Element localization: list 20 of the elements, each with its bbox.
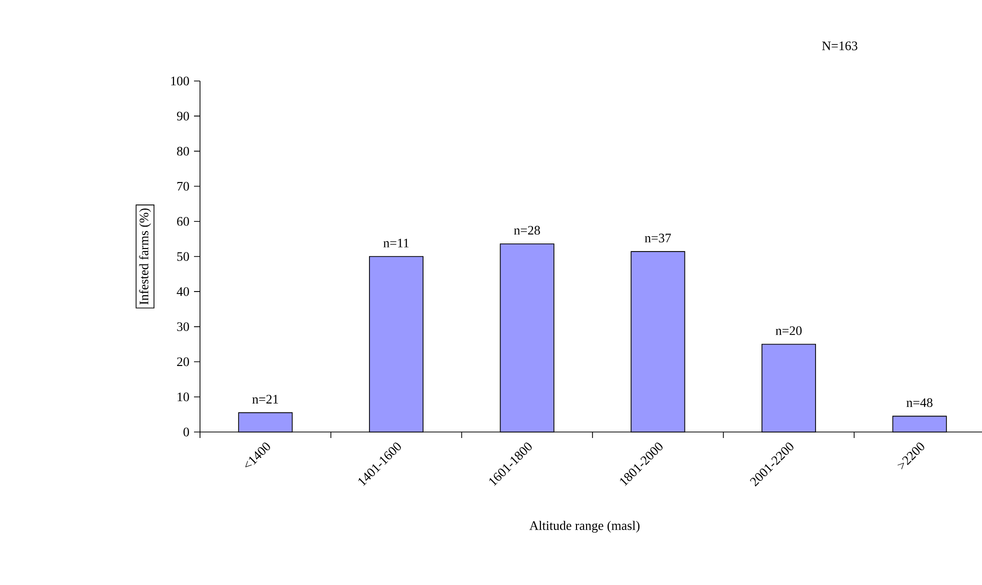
y-tick-label: 0 <box>184 428 189 436</box>
y-tick-label: 90 <box>176 112 189 120</box>
text: N=163 <box>822 42 858 50</box>
annotation: n=28 <box>514 226 540 235</box>
x-axis-title: Altitude range (masl) <box>529 520 640 533</box>
annotation: n=21 <box>252 394 278 404</box>
y-tick-label: 40 <box>176 287 189 296</box>
annotation: n=37 <box>644 234 671 242</box>
y-tick-label: 20 <box>177 357 189 366</box>
y-tick-label: 30 <box>177 322 189 332</box>
y-tick-label: 10 <box>178 392 189 402</box>
y-tick-label: 50 <box>177 252 189 261</box>
y-axis-title: Infested farms (%) <box>139 208 151 305</box>
y-tick-label: 70 <box>177 182 189 191</box>
annotation: n=11 <box>383 238 409 248</box>
y-tick-label: 80 <box>177 146 189 156</box>
y-tick-label: 60 <box>177 217 189 226</box>
annotation: n=48 <box>906 398 932 407</box>
y-tick-label: 100 <box>171 76 189 86</box>
annotation: n=20 <box>776 326 802 336</box>
